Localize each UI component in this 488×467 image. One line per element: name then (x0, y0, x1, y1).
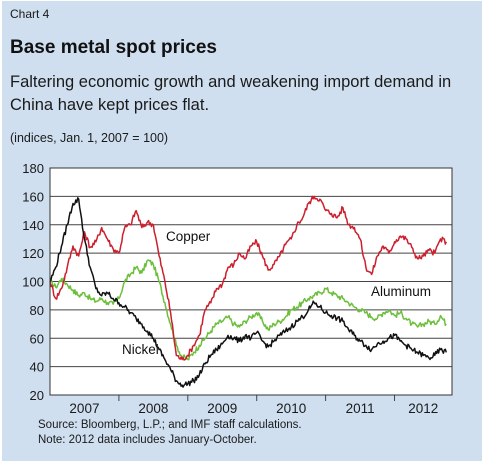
y-tick-label: 20 (30, 388, 44, 403)
series-line-nickel (49, 197, 448, 388)
x-tick-label: 2011 (346, 401, 375, 416)
chart-title: Base metal spot prices (10, 37, 217, 58)
series-label-aluminum: Aluminum (371, 284, 431, 299)
chart-number-label: Chart 4 (10, 7, 50, 21)
x-tick-label: 2009 (207, 401, 237, 416)
series-line-aluminum (49, 259, 447, 361)
source-notes: Source: Bloomberg, L.P.; and IMF staff c… (38, 418, 302, 448)
units-label: (indices, Jan. 1, 2007 = 100) (10, 131, 169, 145)
y-tick-label: 100 (22, 275, 44, 290)
y-tick-label: 40 (30, 360, 44, 375)
series-line-copper (49, 195, 447, 361)
x-tick-label: 2012 (408, 401, 438, 416)
y-tick-label: 120 (22, 246, 44, 261)
x-tick-label: 2007 (69, 401, 99, 416)
plot-frame (49, 167, 453, 396)
y-tick-label: 160 (22, 189, 44, 204)
source-text: Source: Bloomberg, L.P.; and IMF staff c… (38, 419, 302, 431)
series-label-nickel: Nickel (122, 342, 159, 357)
series-label-copper: Copper (166, 229, 211, 244)
y-tick-label: 180 (22, 161, 44, 176)
x-tick-label: 2010 (276, 401, 306, 416)
chart-subtitle: Faltering economic growth and weakening … (10, 73, 452, 114)
x-tick-label: 2008 (138, 401, 168, 416)
y-tick-label: 80 (30, 303, 44, 318)
y-tick-label: 60 (30, 331, 44, 346)
y-tick-label: 140 (22, 218, 44, 233)
note-text: Note: 2012 data includes January-October… (38, 434, 257, 446)
